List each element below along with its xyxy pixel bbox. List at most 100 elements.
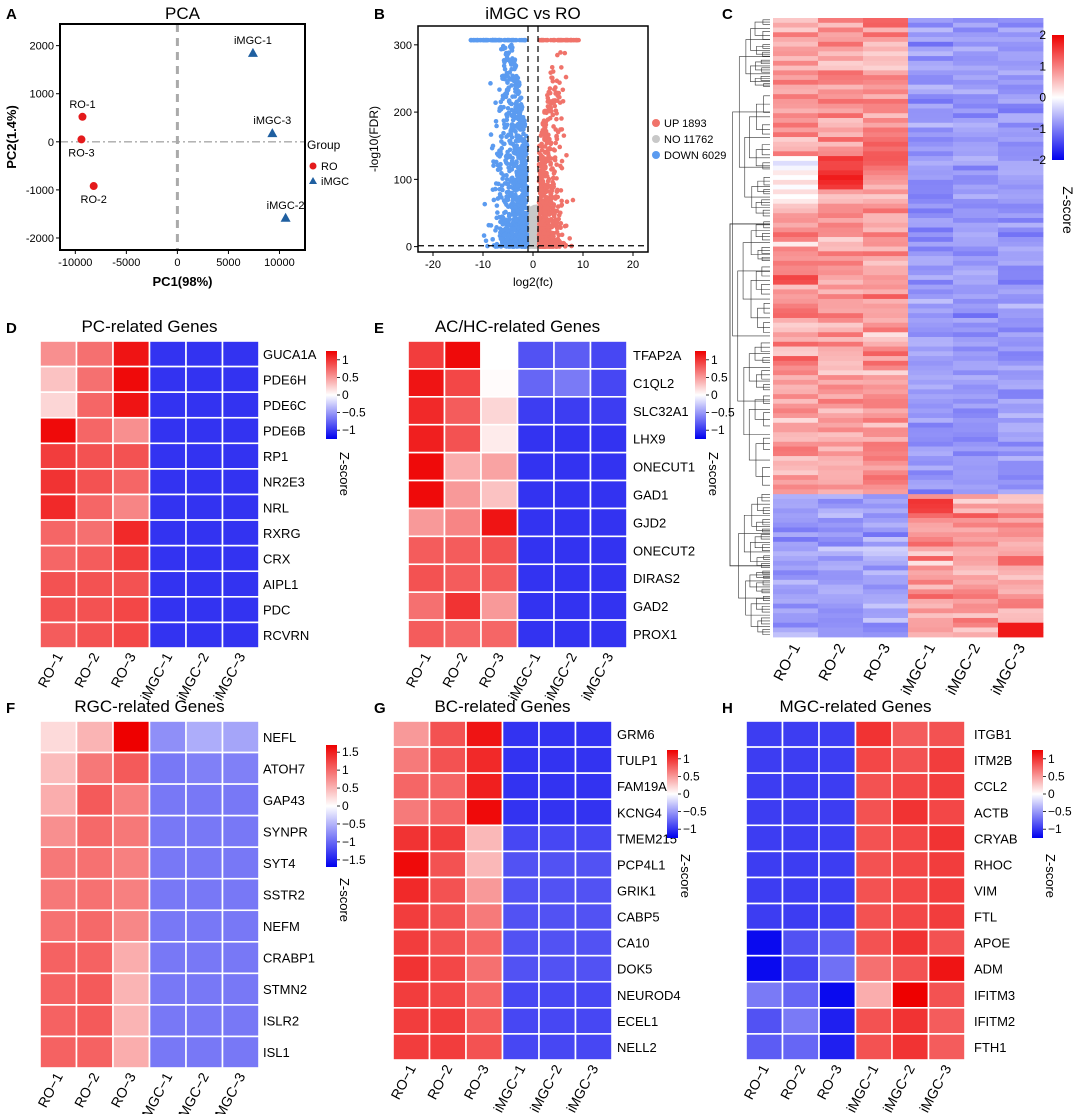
volcano-point-down xyxy=(503,227,509,232)
big-heatmap-cell xyxy=(953,575,999,581)
heatmap-H-cell xyxy=(781,798,820,827)
heatmap-D-cell xyxy=(39,596,78,624)
big-heatmap-cell xyxy=(908,475,954,481)
volcano-point-up xyxy=(552,37,557,43)
big-heatmap-cell xyxy=(863,565,909,571)
heatmap-D-title: PC-related Genes xyxy=(81,317,217,336)
big-heatmap-cell xyxy=(773,408,819,414)
heatmap-H-row-label: RHOC xyxy=(974,857,1012,872)
big-heatmap-col-label: RO−3 xyxy=(860,641,894,684)
heatmap-E-col-label: RO−1 xyxy=(402,650,434,690)
big-heatmap-cell xyxy=(818,303,864,309)
heatmap-F-cell xyxy=(75,877,114,912)
big-heatmap-cell xyxy=(908,217,954,224)
volcano-point-up xyxy=(542,130,548,136)
volcano-point-down xyxy=(502,241,508,247)
big-heatmap-colorbar-tick: −1 xyxy=(1032,122,1046,136)
volcano-point-down xyxy=(505,122,510,128)
big-heatmap-cell xyxy=(953,579,999,586)
big-heatmap-cell xyxy=(818,132,864,138)
volcano-point-up xyxy=(545,92,550,98)
big-heatmap-cell xyxy=(953,432,999,438)
volcano-point-down xyxy=(493,181,499,186)
heatmap-D-cell xyxy=(221,544,260,573)
volcano-point-down xyxy=(504,194,509,200)
big-heatmap-cell xyxy=(773,622,819,628)
big-heatmap-cell xyxy=(863,632,909,638)
volcano-point-up xyxy=(540,154,545,160)
big-heatmap-cell xyxy=(953,241,999,247)
heatmap-G-colorbar-tick: −0.5 xyxy=(683,805,707,819)
volcano-point-up xyxy=(537,209,543,215)
big-heatmap-cell xyxy=(818,627,864,633)
big-heatmap-cell xyxy=(998,489,1044,495)
heatmap-D-cell xyxy=(39,621,78,649)
volcano-point-down xyxy=(488,81,493,86)
big-heatmap-cell xyxy=(773,79,819,86)
heatmap-D-cell xyxy=(185,544,224,573)
heatmap-G-cell xyxy=(538,928,577,957)
big-heatmap-cell xyxy=(863,213,909,219)
big-heatmap-colorbar-label: Z-score xyxy=(1060,186,1076,234)
big-heatmap-cell xyxy=(818,546,864,552)
panel-letter-A: A xyxy=(6,6,17,23)
volcano-point-down xyxy=(510,231,515,236)
pca-legend-imgc-label: iMGC xyxy=(321,176,349,188)
big-heatmap-cell xyxy=(953,294,999,300)
big-heatmap-cell xyxy=(953,532,999,538)
pca-ytick-label: 0 xyxy=(48,137,54,149)
big-heatmap-cell xyxy=(773,465,819,471)
big-heatmap-cell xyxy=(953,213,999,219)
volcano-point-up xyxy=(540,165,546,170)
big-heatmap: RO−1 RO−2 RO−3 iMGC−1 iMGC−2 iMGC−3210−1−2Z-s… xyxy=(729,18,1076,698)
big-heatmap-cell xyxy=(818,579,864,586)
heatmap-H-cell xyxy=(818,902,857,931)
big-heatmap-cell xyxy=(773,617,819,624)
big-heatmap-cell xyxy=(908,265,954,271)
big-heatmap-cell xyxy=(818,322,864,328)
big-heatmap-cell xyxy=(998,422,1044,428)
big-heatmap-cell xyxy=(908,489,954,495)
big-heatmap-cell xyxy=(998,156,1044,162)
big-heatmap-cell xyxy=(908,317,954,324)
heatmap-E-cell xyxy=(480,451,519,482)
big-heatmap-cell xyxy=(818,522,864,528)
big-heatmap-cell xyxy=(953,94,999,100)
big-heatmap-cell xyxy=(998,613,1044,619)
big-heatmap-cell xyxy=(953,598,999,605)
big-heatmap-cell xyxy=(998,484,1044,490)
volcano-point-up xyxy=(547,104,552,109)
heatmap-E-cell xyxy=(589,451,628,482)
big-heatmap-cell xyxy=(908,308,954,314)
big-heatmap-cell xyxy=(773,41,819,47)
big-heatmap-cell xyxy=(953,237,999,243)
big-heatmap-cell xyxy=(908,337,954,343)
volcano-point-up xyxy=(550,78,556,84)
big-heatmap-cell xyxy=(863,22,909,28)
big-heatmap-cell xyxy=(953,27,999,33)
heatmap-D-row-label: CRX xyxy=(263,551,291,566)
big-heatmap-cell xyxy=(998,22,1044,28)
heatmap-G-cell xyxy=(465,850,504,879)
big-heatmap-cell xyxy=(998,37,1044,43)
big-heatmap-cell xyxy=(998,32,1044,38)
heatmap-D-cell xyxy=(185,416,224,445)
big-heatmap-cell xyxy=(773,451,819,457)
big-heatmap-cell xyxy=(863,141,909,147)
heatmap-G-cell xyxy=(574,798,613,827)
heatmap-G-cell xyxy=(538,902,577,931)
heatmap-H-cell xyxy=(818,824,857,853)
heatmap-F-cell xyxy=(221,814,260,848)
volcano-point-up xyxy=(547,189,553,194)
volcano-point-up xyxy=(555,93,560,99)
pca-xtick-label: 0 xyxy=(174,257,180,269)
volcano-point-down xyxy=(502,59,507,65)
big-heatmap-cell xyxy=(998,317,1044,324)
big-heatmap-cell xyxy=(998,479,1044,486)
heatmap-F-cell xyxy=(75,972,114,1006)
big-heatmap-cell xyxy=(908,79,954,86)
volcano-point-down xyxy=(515,183,520,188)
big-heatmap-cell xyxy=(863,513,909,519)
big-heatmap-cell xyxy=(863,527,909,533)
heatmap-F-row-label: GAP43 xyxy=(263,793,305,808)
